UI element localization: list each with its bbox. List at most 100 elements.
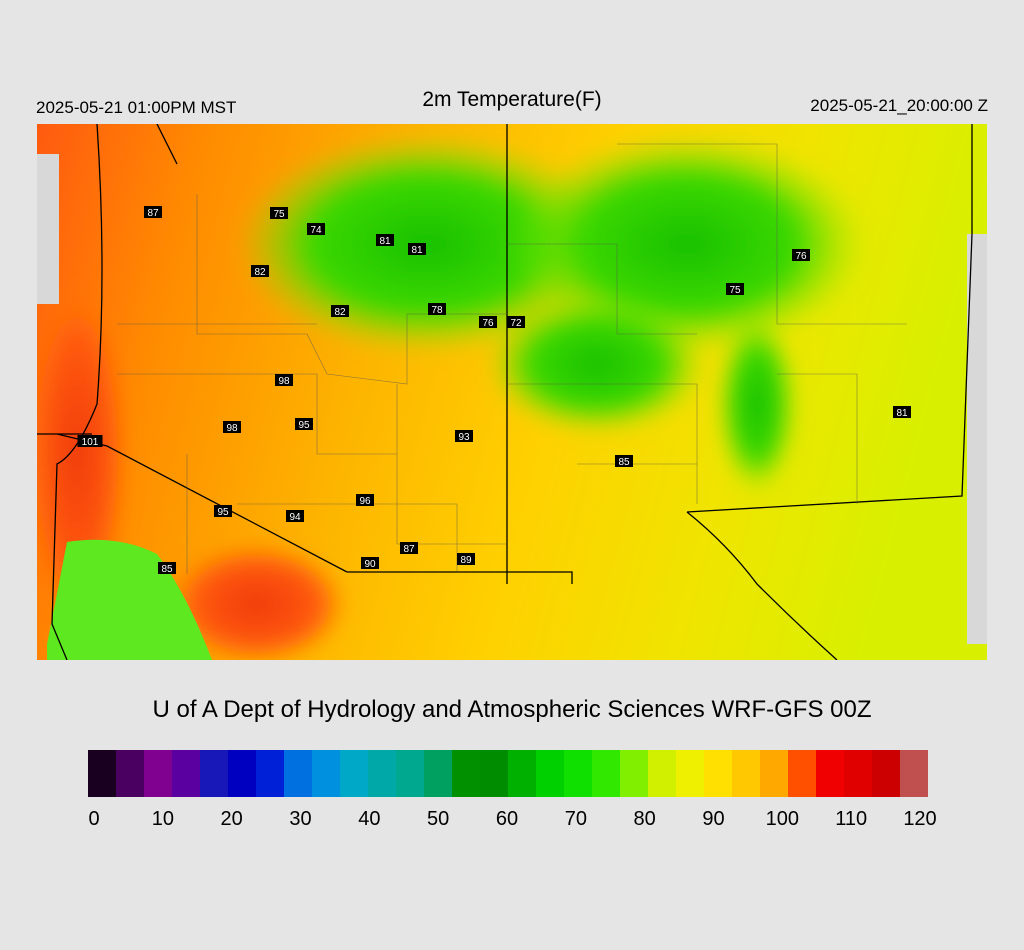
station-label-box (507, 316, 525, 328)
colorbar-tick-label: 100 (765, 808, 800, 830)
station-temperature: 74 (310, 225, 322, 236)
map-title: 2m Temperature(F) (422, 88, 602, 111)
station-label-box (77, 435, 103, 447)
station-label-box (356, 494, 374, 506)
colorbar-segment (872, 750, 901, 797)
station-label-box (615, 455, 633, 467)
temperature-map: 87 75 74 81 81 82 82 78 76 72 76 75 98 98 95 93 101 85 81 9… (37, 124, 987, 660)
cool-region-east (717, 314, 797, 494)
station-temperature: 72 (510, 318, 522, 329)
station-temperature: 81 (379, 236, 391, 247)
station-temperature: 95 (298, 420, 310, 431)
station-label-box (295, 418, 313, 430)
county-boundaries (117, 143, 907, 574)
colorbar-segment (676, 750, 705, 797)
colorbar-segment (116, 750, 145, 797)
station-temperature: 76 (795, 251, 807, 262)
station-label-box (275, 374, 293, 386)
cool-region-central (487, 294, 707, 434)
station-label-box (726, 283, 744, 295)
station-label-box (455, 430, 473, 442)
model-credit: U of A Dept of Hydrology and Atmospheric… (152, 696, 872, 723)
station-label-box (400, 542, 418, 554)
colorbar-tick-label: 70 (564, 808, 587, 830)
station-temperature: 87 (147, 208, 159, 219)
station-temperature: 98 (278, 376, 290, 387)
station-temperature-labels: 87 75 74 81 81 82 82 78 76 72 76 75 98 98 95 93 101 85 81 9… (77, 206, 911, 575)
colorbar-segment (732, 750, 761, 797)
colorbar-segment (88, 750, 117, 797)
station-label-box (376, 234, 394, 246)
station-label-box (792, 249, 810, 261)
station-temperature: 85 (618, 457, 630, 468)
station-temperature: 82 (254, 267, 266, 278)
colorbar-tick-label: 90 (702, 808, 725, 830)
station-temperature: 96 (359, 496, 371, 507)
station-label-box (144, 206, 162, 218)
colorbar-segment (592, 750, 621, 797)
colorbar-segment (256, 750, 285, 797)
station-temperature: 78 (431, 305, 443, 316)
offmap-northwest (37, 154, 59, 304)
station-temperature: 90 (364, 559, 376, 570)
colorbar-segment (396, 750, 425, 797)
station-temperature: 94 (289, 512, 301, 523)
station-label-box (479, 316, 497, 328)
colorbar-tick-label: 10 (151, 808, 174, 830)
colorbar-tick-label: 20 (220, 808, 243, 830)
colorbar-segment (620, 750, 649, 797)
colorbar-segment (760, 750, 789, 797)
station-temperature: 95 (217, 507, 229, 518)
station-temperature: 85 (161, 564, 173, 575)
colorbar-tick-label: 120 (903, 808, 937, 830)
colorbar-segment (452, 750, 481, 797)
colorbar-tick-label: 30 (289, 808, 312, 830)
station-label-box (286, 510, 304, 522)
colorbar-tick-label: 40 (358, 808, 381, 830)
temperature-colorbar (88, 750, 928, 797)
station-temperature: 82 (334, 307, 346, 318)
station-temperature: 81 (411, 245, 423, 256)
hot-region-southwest (167, 544, 347, 660)
cool-ocean-area (47, 539, 212, 660)
station-temperature: 101 (82, 437, 99, 448)
station-label-box (457, 553, 475, 565)
station-label-box (223, 421, 241, 433)
station-label-box (331, 305, 349, 317)
station-temperature: 98 (226, 423, 238, 434)
station-temperature: 76 (482, 318, 494, 329)
colorbar-segment (228, 750, 257, 797)
station-temperature: 81 (896, 408, 908, 419)
colorbar-tick-label: 80 (633, 808, 656, 830)
colorbar-tick-label: 50 (427, 808, 450, 830)
station-temperature: 75 (273, 209, 285, 220)
station-label-box (270, 207, 288, 219)
colorbar-segment (900, 750, 928, 797)
colorbar-segment (844, 750, 873, 797)
colorbar-tick-label: 60 (495, 808, 519, 830)
valid-time-utc: 2025-05-21_20:00:00 Z (810, 96, 988, 115)
colorbar-segment (424, 750, 453, 797)
colorbar-segment (312, 750, 341, 797)
colorbar-segment (200, 750, 229, 797)
colorbar-segment (704, 750, 733, 797)
valid-time-local: 2025-05-21 01:00PM MST (36, 98, 237, 117)
state-boundaries (37, 124, 973, 660)
colorbar-segment (284, 750, 313, 797)
station-label-box (428, 303, 446, 315)
colorbar-segment (480, 750, 509, 797)
colorbar-segment (648, 750, 677, 797)
colorbar-segment (368, 750, 397, 797)
colorbar-segment (788, 750, 817, 797)
station-label-box (408, 243, 426, 255)
colorbar-segment (816, 750, 845, 797)
station-label-box (307, 223, 325, 235)
station-temperature: 75 (729, 285, 741, 296)
station-temperature: 89 (460, 555, 472, 566)
colorbar-segment (508, 750, 537, 797)
colorbar-segment (172, 750, 201, 797)
station-temperature: 87 (403, 544, 415, 555)
cool-region-north-center (237, 134, 617, 354)
station-label-box (251, 265, 269, 277)
colorbar-segment (536, 750, 565, 797)
